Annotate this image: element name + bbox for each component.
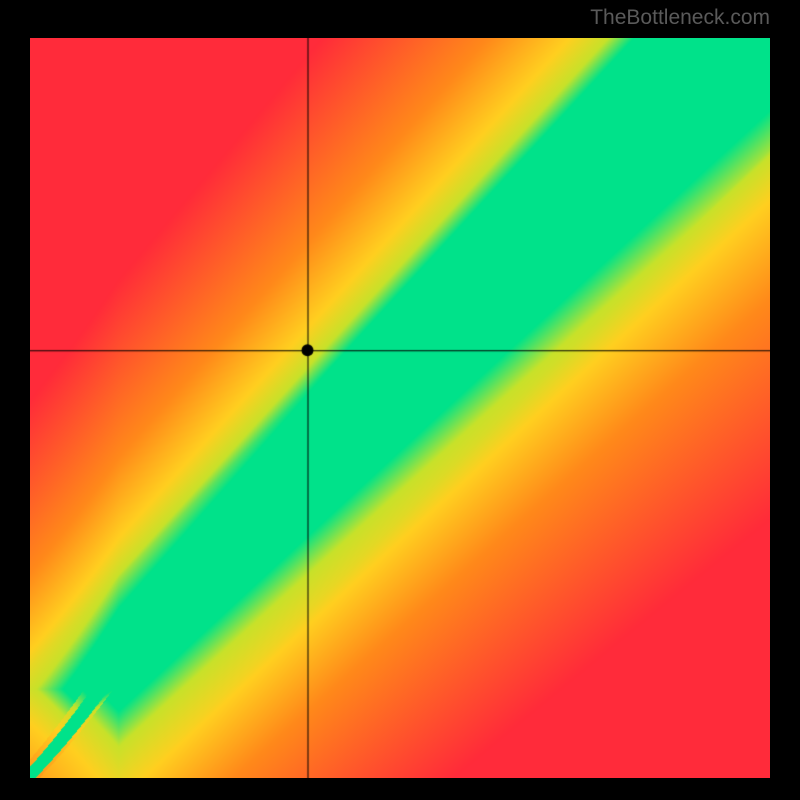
figure-container: { "watermark": "TheBottleneck.com", "cha…: [0, 0, 800, 800]
watermark-text: TheBottleneck.com: [590, 6, 770, 30]
bottleneck-heatmap: [30, 38, 770, 778]
